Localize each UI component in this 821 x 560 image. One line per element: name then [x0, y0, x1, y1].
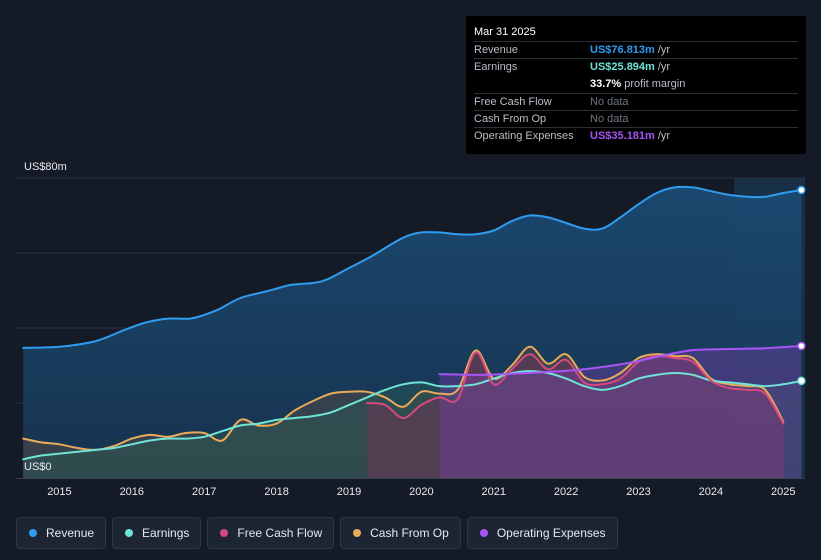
- tooltip-revenue-label: Revenue: [474, 44, 519, 56]
- tooltip-margin-value: 33.7%: [590, 77, 622, 90]
- x-tick-2022: 2022: [554, 486, 578, 498]
- legend-item-free-cash-flow[interactable]: Free Cash Flow: [207, 517, 335, 549]
- legend-label-free-cash-flow: Free Cash Flow: [237, 526, 323, 540]
- endpoint-earnings: [797, 376, 806, 386]
- x-tick-2025: 2025: [771, 486, 795, 498]
- tooltip-revenue-unit: /yr: [657, 44, 671, 56]
- tooltip-cfo-value: No data: [590, 113, 629, 126]
- legend-item-revenue[interactable]: Revenue: [16, 517, 107, 549]
- area-cash-from-op: [23, 346, 784, 478]
- legend-item-earnings[interactable]: Earnings: [112, 517, 202, 549]
- legend-label-operating-expenses: Operating Expenses: [496, 526, 606, 540]
- tooltip-row-cfo: Cash From Op No data: [474, 110, 798, 127]
- x-tick-2018: 2018: [264, 486, 288, 498]
- line-earnings: [22, 370, 803, 461]
- legend-dot-free-cash-flow: [220, 529, 229, 537]
- x-tick-2020: 2020: [409, 486, 433, 498]
- x-tick-2019: 2019: [337, 486, 361, 498]
- y-axis-bottom-label: US$0: [24, 461, 52, 473]
- tooltip-row-margin: 33.7% profit margin: [474, 76, 798, 93]
- tooltip-row-fcf: Free Cash Flow No data: [474, 92, 798, 110]
- x-axis-ticks: 2015 2016 2017 2018 2019 2020 2021 2022 2023 2024…: [47, 486, 795, 498]
- legend-label-cash-from-op: Cash From Op: [370, 526, 449, 540]
- endpoint-revenue: [797, 185, 806, 195]
- legend-dot-cash-from-op: [353, 529, 362, 537]
- area-revenue: [23, 186, 802, 478]
- x-tick-2023: 2023: [626, 486, 650, 498]
- tooltip-fcf-label: Free Cash Flow: [474, 95, 552, 108]
- tooltip-row-earnings: Earnings US$25.894m/yr: [474, 58, 798, 75]
- tooltip-cfo-label: Cash From Op: [474, 113, 547, 126]
- x-tick-2017: 2017: [192, 486, 216, 498]
- tooltip: Mar 31 2025 Revenue US$76.813m/yr Earnin…: [466, 16, 806, 154]
- tooltip-row-revenue: Revenue US$76.813m/yr: [474, 41, 798, 58]
- legend-label-earnings: Earnings: [142, 526, 190, 540]
- legend-label-revenue: Revenue: [46, 526, 95, 540]
- line-operating-expenses: [438, 345, 803, 376]
- tooltip-opex-label: Operating Expenses: [474, 130, 574, 143]
- x-tick-2021: 2021: [482, 486, 506, 498]
- x-tick-2015: 2015: [47, 486, 71, 498]
- line-revenue: [22, 185, 803, 349]
- tooltip-earnings-unit: /yr: [657, 61, 671, 74]
- legend-dot-operating-expenses: [479, 529, 488, 537]
- chart: US$80m US$0 2015 2016 2017 2018 2019 2020 2021…: [16, 161, 806, 498]
- area-free-cash-flow: [367, 352, 784, 478]
- tooltip-opex-unit: /yr: [657, 130, 671, 143]
- tooltip-fcf-value: No data: [590, 95, 629, 108]
- area-earnings: [23, 371, 802, 478]
- legend-item-operating-expenses[interactable]: Operating Expenses: [466, 517, 618, 549]
- series-areas: [23, 186, 802, 478]
- legend-dot-earnings: [125, 529, 134, 537]
- series-lines: [22, 185, 803, 461]
- tooltip-opex-value: US$35.181m: [590, 130, 655, 143]
- legend-dot-revenue: [29, 529, 37, 537]
- tooltip-date: Mar 31 2025: [474, 26, 536, 38]
- tooltip-margin-text: profit margin: [624, 77, 686, 90]
- x-tick-2016: 2016: [120, 486, 144, 498]
- legend: Revenue Earnings Free Cash Flow Cash Fro…: [16, 517, 618, 549]
- tooltip-revenue-value: US$76.813m: [590, 44, 655, 56]
- x-tick-2024: 2024: [699, 486, 723, 498]
- line-cash-from-op: [22, 345, 785, 451]
- legend-item-cash-from-op[interactable]: Cash From Op: [340, 517, 461, 549]
- y-axis-top-label: US$80m: [24, 161, 67, 173]
- endpoint-operating-expenses: [797, 341, 806, 351]
- tooltip-earnings-label: Earnings: [474, 61, 518, 74]
- tooltip-row-opex: Operating Expenses US$35.181m/yr: [474, 127, 798, 144]
- series-endpoints: [797, 185, 806, 386]
- tooltip-earnings-value: US$25.894m: [590, 61, 655, 74]
